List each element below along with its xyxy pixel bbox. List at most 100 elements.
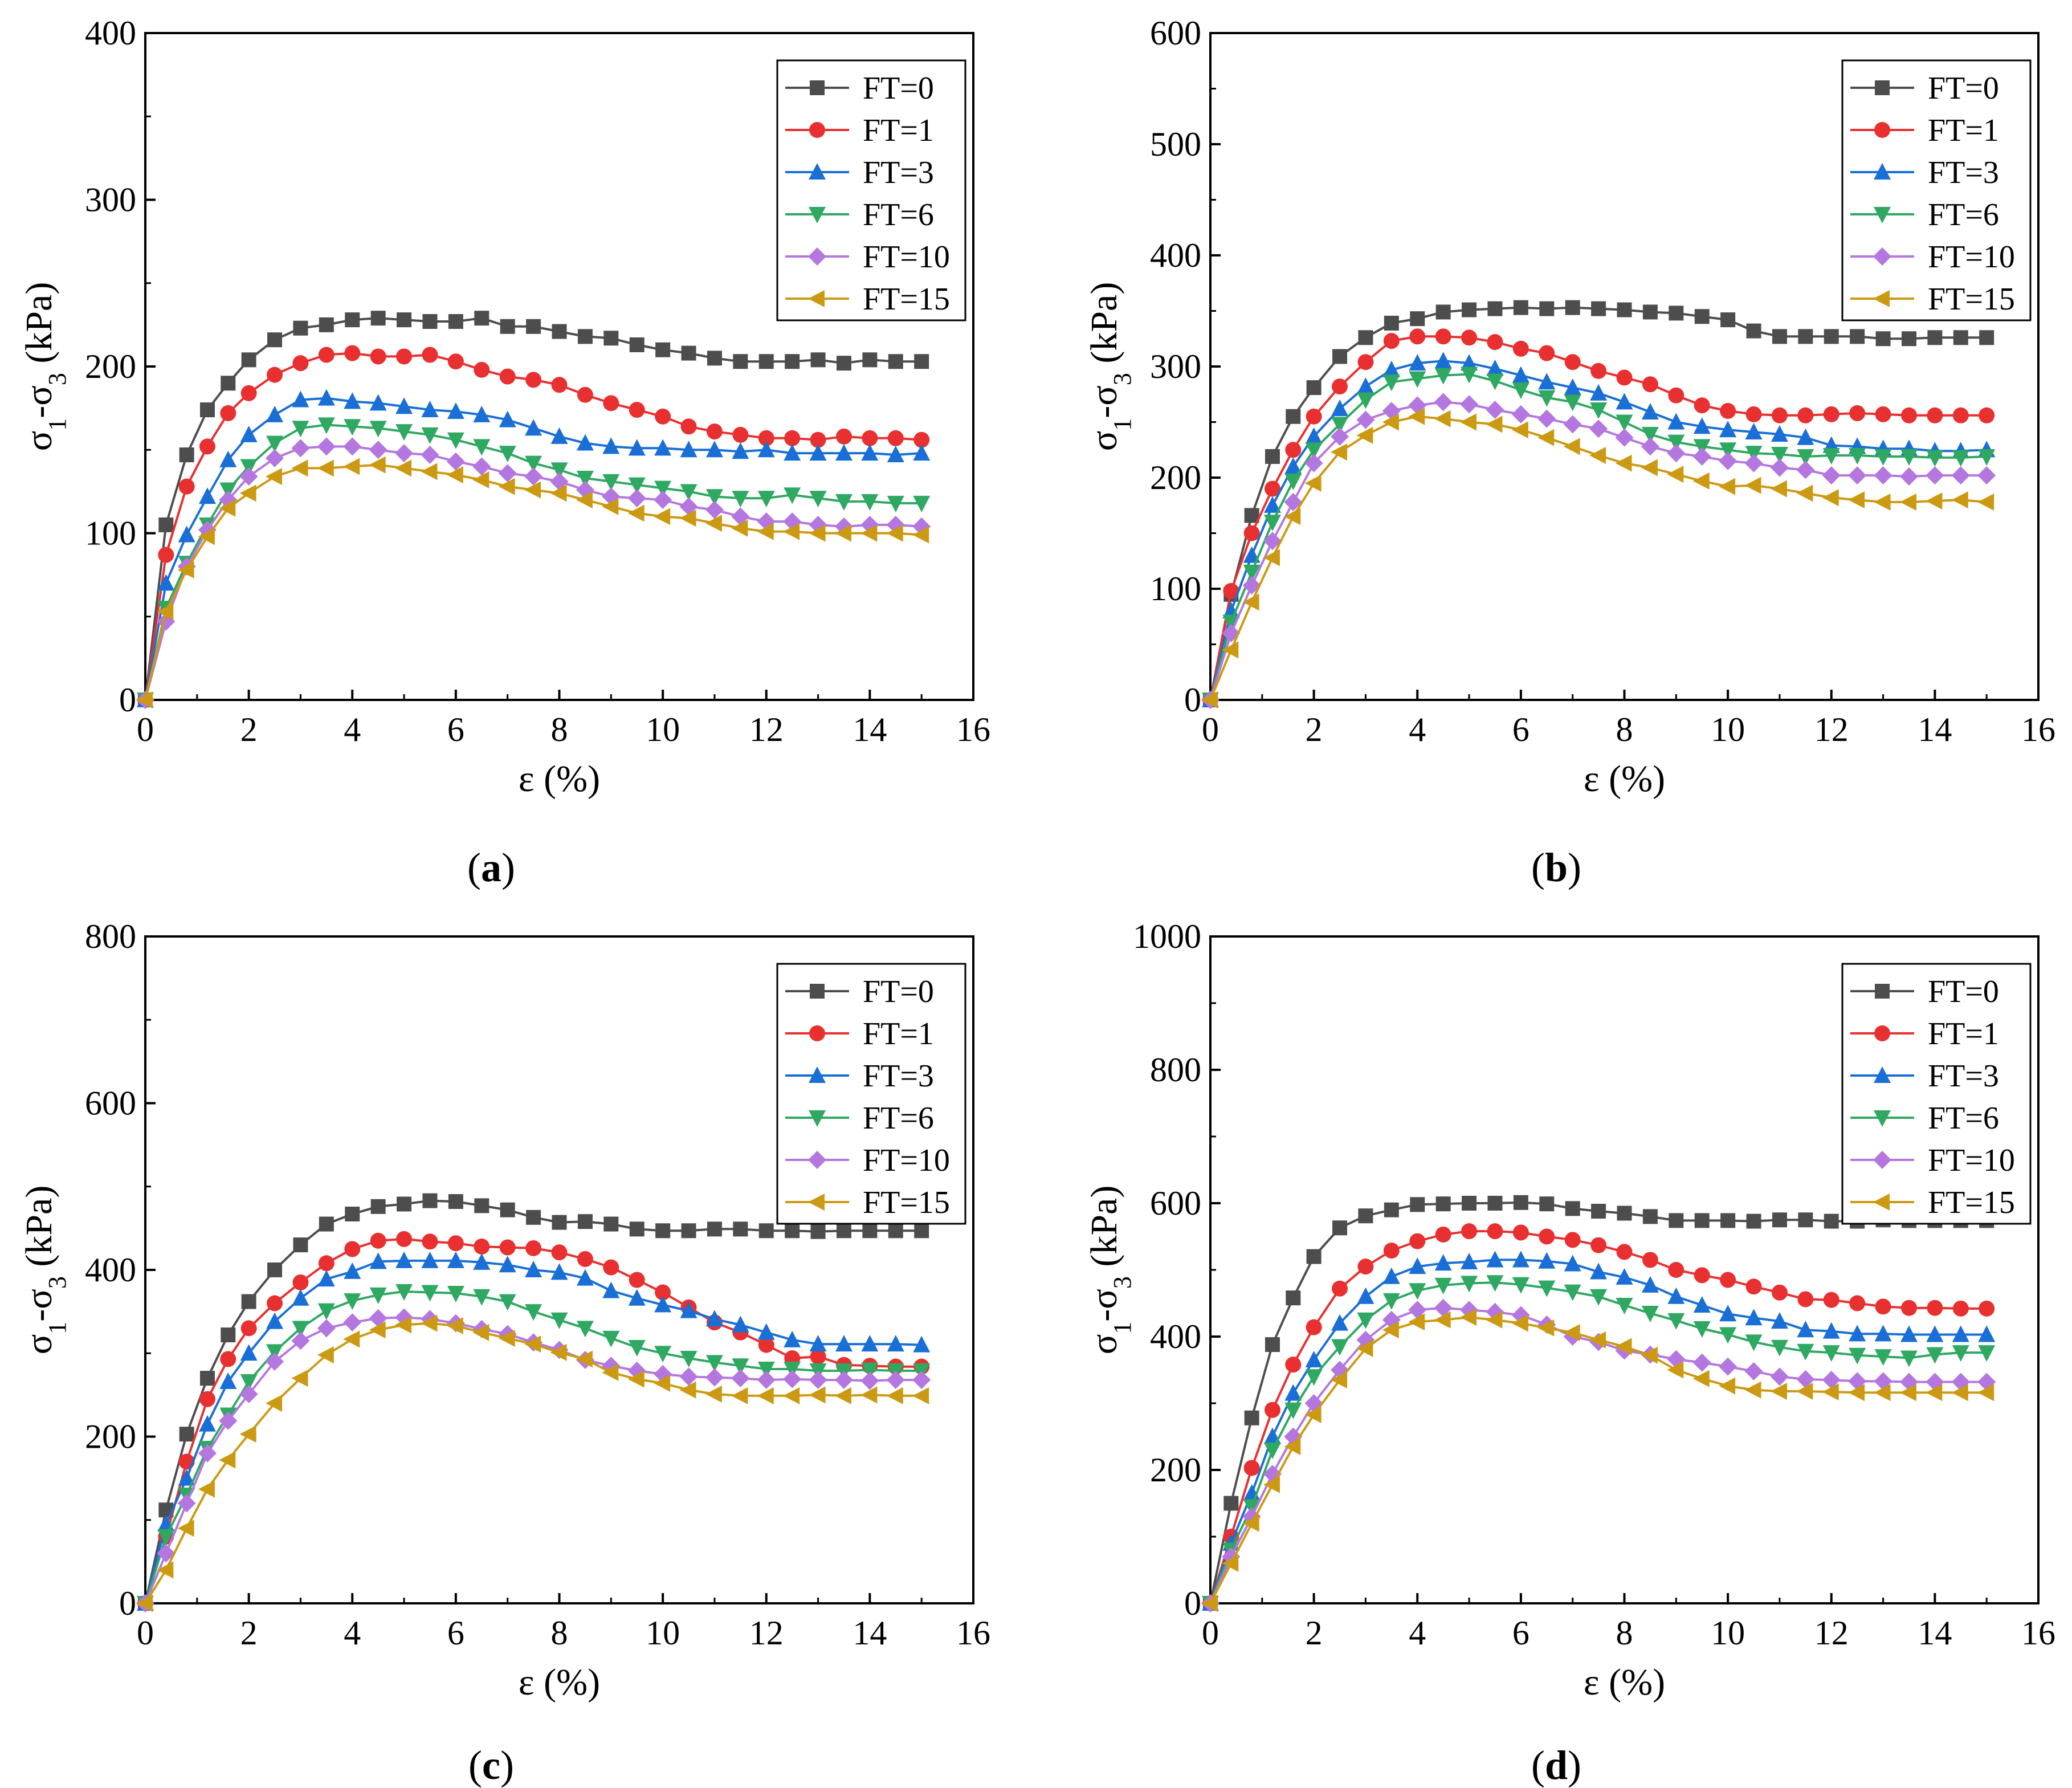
data-point — [1822, 1322, 1840, 1339]
data-point — [1590, 402, 1608, 419]
data-point — [1796, 1370, 1815, 1388]
data-point — [1564, 394, 1581, 412]
x-tick-label: 14 — [853, 711, 887, 748]
panel-label: (c) — [468, 1742, 514, 1788]
data-point — [602, 1330, 620, 1347]
legend-label: FT=0 — [1928, 974, 1999, 1009]
data-point — [1745, 1309, 1763, 1326]
data-point — [1641, 1276, 1659, 1293]
data-point — [654, 480, 672, 498]
legend-marker — [808, 1151, 826, 1169]
data-point — [1641, 426, 1659, 443]
data-point — [317, 437, 336, 456]
data-point — [1563, 1323, 1580, 1341]
data-point — [1460, 1309, 1477, 1326]
data-point — [267, 1295, 283, 1312]
data-point — [239, 467, 258, 486]
data-point — [1900, 449, 1918, 466]
data-point — [1977, 1384, 1994, 1402]
data-point — [1874, 1349, 1892, 1366]
y-tick-label: 0 — [1184, 681, 1201, 719]
data-point — [887, 1335, 904, 1352]
data-point — [1306, 1319, 1322, 1335]
data-point — [1823, 1292, 1839, 1308]
data-point — [1486, 1311, 1503, 1329]
data-point — [178, 478, 195, 495]
data-point — [317, 389, 335, 406]
data-point — [1771, 1284, 1788, 1301]
data-point — [318, 347, 335, 363]
data-point — [1539, 1196, 1555, 1212]
data-point — [1771, 447, 1788, 464]
data-point — [1305, 427, 1323, 444]
series-FT=15 — [136, 1314, 929, 1612]
data-point — [1434, 1254, 1452, 1271]
data-point — [178, 1469, 195, 1486]
data-point — [1486, 359, 1504, 376]
data-point — [810, 1349, 826, 1365]
data-point — [239, 1425, 256, 1443]
data-point — [888, 354, 903, 369]
data-point — [1616, 1298, 1633, 1315]
y-axis-title-subscript: 3 — [43, 373, 71, 385]
data-point — [887, 495, 904, 512]
legend-label: FT=3 — [863, 1058, 934, 1094]
y-tick-label: 0 — [1184, 1585, 1201, 1622]
legend-box — [1841, 59, 2032, 321]
legend-marker — [1874, 207, 1891, 223]
data-point — [679, 510, 696, 527]
data-point — [1264, 480, 1280, 497]
data-point — [1927, 1300, 1943, 1316]
data-point — [1265, 1337, 1280, 1353]
y-axis-title-subscript: 3 — [1108, 1276, 1136, 1289]
data-point — [177, 1494, 196, 1513]
data-point — [603, 331, 619, 346]
data-point — [810, 1224, 826, 1239]
data-point — [655, 1223, 671, 1239]
legend-marker — [808, 247, 826, 266]
x-tick-label: 12 — [749, 711, 784, 748]
data-point — [1563, 415, 1582, 434]
data-point — [705, 489, 723, 506]
chart-panel-b: 0 2 4 6 8 10 12 14 16 0 100 200 300 400 500 600 ε (%) σ1-… — [1083, 14, 2055, 890]
data-point — [1538, 1280, 1556, 1297]
data-point — [1617, 302, 1632, 317]
legend-marker — [810, 80, 825, 95]
data-point — [1242, 593, 1259, 611]
data-point — [732, 491, 749, 508]
data-point — [1461, 329, 1478, 346]
data-point — [1264, 1402, 1280, 1418]
data-point — [317, 1270, 335, 1287]
data-point — [1331, 1339, 1349, 1356]
data-point — [525, 1240, 542, 1256]
data-point — [654, 1296, 672, 1313]
data-point — [1539, 1228, 1555, 1245]
data-point — [395, 444, 414, 463]
data-point — [886, 1387, 903, 1404]
data-point — [1265, 449, 1280, 464]
legend-marker — [1873, 1151, 1891, 1169]
data-point — [1263, 1442, 1281, 1459]
data-point — [705, 441, 723, 458]
data-point — [369, 421, 387, 438]
data-point — [627, 489, 646, 508]
data-point — [499, 1239, 516, 1256]
data-point — [783, 1387, 800, 1404]
data-point — [199, 402, 215, 418]
data-point — [1952, 450, 1969, 467]
data-point — [629, 1221, 645, 1237]
y-axis-title-unit: (kPa) — [18, 1186, 60, 1276]
data-point — [395, 1284, 413, 1301]
data-point — [369, 1309, 388, 1327]
data-point — [266, 449, 284, 467]
data-point — [809, 524, 826, 542]
data-point — [681, 345, 696, 361]
legend-entry: FT=6 — [1850, 1101, 1999, 1136]
data-point — [219, 499, 236, 517]
data-point — [1720, 1272, 1736, 1288]
legend-label: FT=1 — [1928, 113, 1999, 148]
legend-entry: FT=1 — [785, 113, 934, 148]
x-tick-label: 8 — [551, 1614, 568, 1652]
data-point — [1408, 1301, 1427, 1319]
